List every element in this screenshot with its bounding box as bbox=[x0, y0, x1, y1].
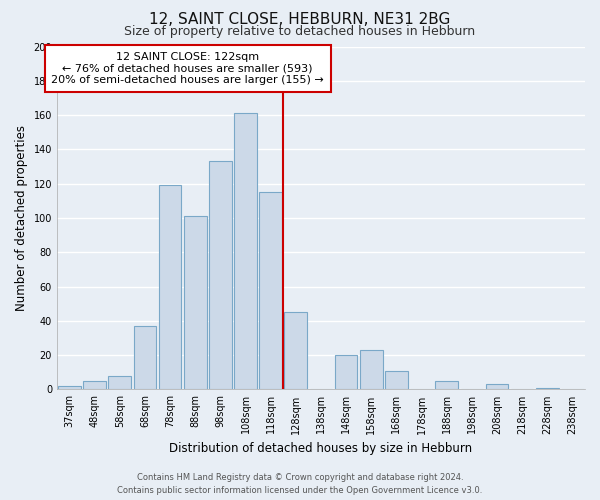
Bar bbox=[485, 384, 508, 390]
Bar bbox=[184, 216, 206, 390]
Text: 12, SAINT CLOSE, HEBBURN, NE31 2BG: 12, SAINT CLOSE, HEBBURN, NE31 2BG bbox=[149, 12, 451, 28]
Text: 12 SAINT CLOSE: 122sqm
← 76% of detached houses are smaller (593)
20% of semi-de: 12 SAINT CLOSE: 122sqm ← 76% of detached… bbox=[52, 52, 324, 85]
Bar bbox=[134, 326, 156, 390]
Bar bbox=[234, 114, 257, 390]
Bar bbox=[259, 192, 282, 390]
Text: Size of property relative to detached houses in Hebburn: Size of property relative to detached ho… bbox=[124, 25, 476, 38]
Bar bbox=[159, 186, 181, 390]
Bar bbox=[335, 355, 358, 390]
Bar bbox=[536, 388, 559, 390]
Y-axis label: Number of detached properties: Number of detached properties bbox=[15, 125, 28, 311]
Bar bbox=[83, 381, 106, 390]
Bar bbox=[209, 162, 232, 390]
X-axis label: Distribution of detached houses by size in Hebburn: Distribution of detached houses by size … bbox=[169, 442, 473, 455]
Bar bbox=[284, 312, 307, 390]
Bar bbox=[58, 386, 81, 390]
Bar bbox=[360, 350, 383, 390]
Bar bbox=[385, 370, 408, 390]
Text: Contains HM Land Registry data © Crown copyright and database right 2024.
Contai: Contains HM Land Registry data © Crown c… bbox=[118, 473, 482, 495]
Bar bbox=[109, 376, 131, 390]
Bar bbox=[436, 381, 458, 390]
